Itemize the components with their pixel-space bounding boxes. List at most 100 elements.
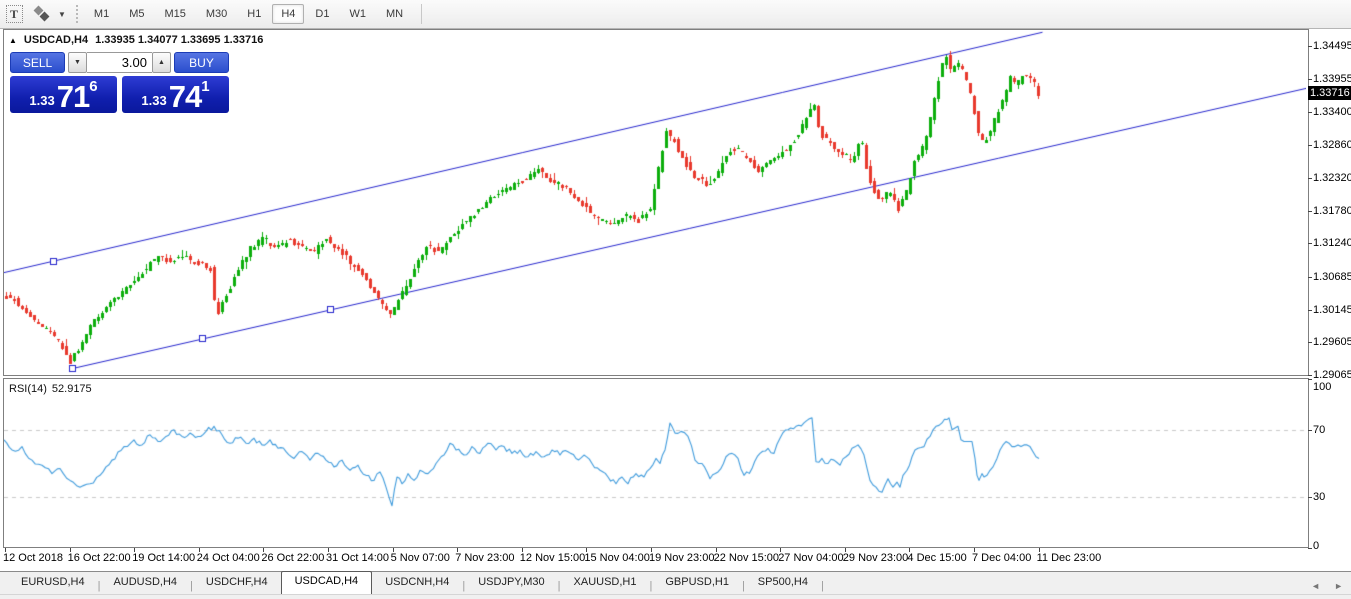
date-axis-tick xyxy=(780,548,782,552)
buy-price-pip-digit: 1 xyxy=(201,78,210,95)
buy-button[interactable]: BUY xyxy=(174,52,229,73)
price-axis-label: 1.30685 xyxy=(1313,270,1351,283)
status-strip xyxy=(0,594,1351,599)
date-axis-label: 22 Nov 15:00 xyxy=(713,552,780,564)
rsi-indicator-label: RSI(14) xyxy=(9,383,47,395)
date-axis-tick xyxy=(457,548,459,552)
sell-button[interactable]: SELL xyxy=(10,52,65,73)
date-axis-tick xyxy=(392,548,394,552)
tab-usdcad-h4[interactable]: USDCAD,H4 xyxy=(280,571,373,595)
timeframe-button-h1[interactable]: H1 xyxy=(247,8,262,20)
indicators-dropdown-caret-icon[interactable]: ▼ xyxy=(58,9,66,19)
timeframe-button-w1[interactable]: W1 xyxy=(349,8,366,20)
tab-separator: | xyxy=(190,580,193,592)
date-axis-tick xyxy=(844,548,846,552)
rsi-axis-label: 0 xyxy=(1313,540,1320,552)
date-axis-label: 12 Nov 15:00 xyxy=(519,552,586,564)
current-price-tag: 1.33716 xyxy=(1308,86,1351,101)
date-axis-label: 19 Oct 14:00 xyxy=(132,552,196,564)
tab-usdjpy-m30[interactable]: USDJPY,M30 xyxy=(478,576,545,588)
timeframe-button-m15[interactable]: M15 xyxy=(164,8,186,20)
date-axis-label: 4 Dec 15:00 xyxy=(907,552,967,564)
date-axis-tick xyxy=(263,548,265,552)
tab-usdcnh-h4[interactable]: USDCNH,H4 xyxy=(385,576,450,588)
sell-price-pip-digit: 6 xyxy=(89,78,98,95)
timeframe-button-m1[interactable]: M1 xyxy=(93,8,110,20)
date-axis-tick xyxy=(134,548,136,552)
toolbar-grip[interactable] xyxy=(75,5,78,23)
date-axis-label: 29 Nov 23:00 xyxy=(842,552,909,564)
date-axis-tick xyxy=(328,548,329,552)
tab-audusd-h4[interactable]: AUDUSD,H4 xyxy=(113,576,178,588)
price-axis-label: 1.32860 xyxy=(1313,139,1351,152)
buy-price-display[interactable]: 1.33 74 1 xyxy=(122,76,229,113)
tab-separator: | xyxy=(462,580,466,592)
date-axis-tick xyxy=(586,548,588,552)
rsi-axis-label: 30 xyxy=(1313,491,1326,504)
timeframe-button-h4[interactable]: H4 xyxy=(272,4,305,24)
sell-price-prefix: 1.33 xyxy=(29,93,55,108)
expand-triangle-icon[interactable]: ▲ xyxy=(9,35,17,45)
chart-symbol-label: USDCAD,H4 xyxy=(23,34,89,46)
volume-input[interactable]: 3.00 xyxy=(87,52,152,73)
timeframe-group: M1 M5 M15 M30 H1 H4 D1 W1 MN xyxy=(84,4,413,24)
volume-increase-button[interactable]: ▲ xyxy=(152,52,171,73)
date-axis-label: 11 Dec 23:00 xyxy=(1036,552,1102,564)
timeframe-button-m5[interactable]: M5 xyxy=(129,8,145,20)
tab-usdchf-h4[interactable]: USDCHF,H4 xyxy=(205,576,268,588)
tab-sp500-h4[interactable]: SP500,H4 xyxy=(757,576,808,588)
price-axis-label: 1.29605 xyxy=(1313,336,1351,349)
rsi-canvas[interactable] xyxy=(4,379,1306,545)
tab-gbpusd-h1[interactable]: GBPUSD,H1 xyxy=(665,576,729,588)
date-axis-tick xyxy=(69,548,71,552)
tab-xauusd-h1[interactable]: XAUUSD,H1 xyxy=(573,576,637,588)
text-tool-icon: T xyxy=(5,5,23,23)
date-axis-label: 19 Nov 23:00 xyxy=(649,552,715,564)
date-axis-label: 27 Nov 04:00 xyxy=(778,552,844,564)
date-axis-tick xyxy=(715,548,717,552)
tab-scroll-left-icon[interactable]: ◄ xyxy=(1311,581,1321,591)
rsi-axis-label: 100 xyxy=(1313,381,1332,393)
sell-price-big-digits: 71 xyxy=(56,79,90,115)
date-axis-tick xyxy=(909,548,911,552)
date-axis-label: 16 Oct 22:00 xyxy=(67,552,131,564)
sell-price-display[interactable]: 1.33 71 6 xyxy=(10,76,117,113)
chart-tab-bar: EURUSD,H4 | AUDUSD,H4 | USDCHF,H4 USDCAD,H4 US… xyxy=(0,571,1351,595)
volume-decrease-button[interactable]: ▼ xyxy=(68,52,87,73)
rsi-title: RSI(14) 52.9175 xyxy=(9,383,92,395)
buy-price-prefix: 1.33 xyxy=(141,93,167,108)
date-axis-label: 31 Oct 14:00 xyxy=(326,552,389,564)
chart-ohlc-values: 1.33935 1.34077 1.33695 1.33716 xyxy=(95,34,264,46)
timeframe-button-mn[interactable]: MN xyxy=(385,8,404,20)
price-axis-label: 1.32320 xyxy=(1313,171,1351,184)
price-axis-label: 1.33400 xyxy=(1313,106,1351,119)
chart-title: ▲ USDCAD,H4 1.33935 1.34077 1.33695 1.33… xyxy=(9,34,263,46)
tab-list: EURUSD,H4 | AUDUSD,H4 | USDCHF,H4 USDCAD,H4 US… xyxy=(8,571,824,595)
date-axis-label: 15 Nov 04:00 xyxy=(584,552,650,564)
timeframe-button-d1[interactable]: D1 xyxy=(315,8,330,20)
tab-separator: | xyxy=(557,580,561,592)
indicators-button[interactable] xyxy=(32,5,52,23)
tab-scroll-right-icon[interactable]: ► xyxy=(1334,581,1343,591)
tab-scroll-buttons: ◄ ► xyxy=(1311,581,1343,591)
rsi-current-value: 52.9175 xyxy=(51,383,92,395)
date-axis-label: 5 Nov 07:00 xyxy=(390,552,450,564)
price-axis-label: 1.33955 xyxy=(1313,72,1351,85)
price-axis-label: 1.31240 xyxy=(1313,237,1351,250)
date-axis-label: 7 Nov 23:00 xyxy=(455,552,515,564)
timeframe-button-m30[interactable]: M30 xyxy=(205,8,228,20)
tab-separator: | xyxy=(741,580,745,592)
price-axis-label: 1.31780 xyxy=(1313,204,1351,217)
price-axis-label: 1.34495 xyxy=(1313,40,1351,52)
date-axis-label: 26 Oct 22:00 xyxy=(261,552,325,564)
tab-eurusd-h4[interactable]: EURUSD,H4 xyxy=(21,576,85,588)
price-chart-panel: ▲ USDCAD,H4 1.33935 1.34077 1.33695 1.33… xyxy=(3,29,1309,376)
toolbar: T ▼ M1 M5 M15 M30 H1 H4 D1 W1 MN xyxy=(0,0,1351,29)
price-axis-label: 1.30145 xyxy=(1313,303,1351,316)
tab-separator: | xyxy=(97,580,101,592)
one-click-trading-panel: SELL ▼ 3.00 ▲ BUY 1.33 71 6 1.33 74 1 xyxy=(10,52,229,113)
date-axis-tick xyxy=(198,548,200,552)
rsi-indicator-panel: RSI(14) 52.9175 xyxy=(3,378,1309,548)
text-tool-button[interactable]: T xyxy=(4,5,24,23)
